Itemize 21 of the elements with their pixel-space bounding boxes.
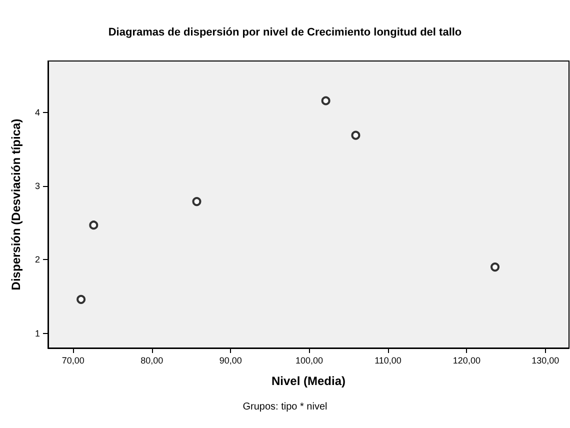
point [321,96,330,106]
x-tick-label: 110,00 [374,356,402,366]
point [351,130,360,140]
text: Grupos: tipo * nivel [242,402,328,412]
x-tick-label: 100,00 [296,356,324,366]
x-axis-title: Nivel (Media) [271,374,346,388]
y-tick-label: 2 [34,254,40,265]
y-tick-label: 4 [34,108,40,118]
y-axis-title: Dispersión (Desviación típica) [9,118,23,290]
chart-title: Diagramas de dispersión por nivel de Crecimiento longitud del tallo [108,26,462,38]
point [89,220,98,230]
x-tick-label: 130,00 [532,356,560,366]
x-tick-label: 80,00 [140,356,164,366]
y-tick-label: 1 [34,328,40,338]
x-tick-label: 70,00 [62,356,84,366]
y-tick-label: 3 [34,181,40,192]
point [192,197,202,206]
point [490,262,500,272]
point [76,294,86,304]
x-tick-label: 90,00 [219,356,242,366]
x-tick-label: 120,00 [452,356,480,366]
